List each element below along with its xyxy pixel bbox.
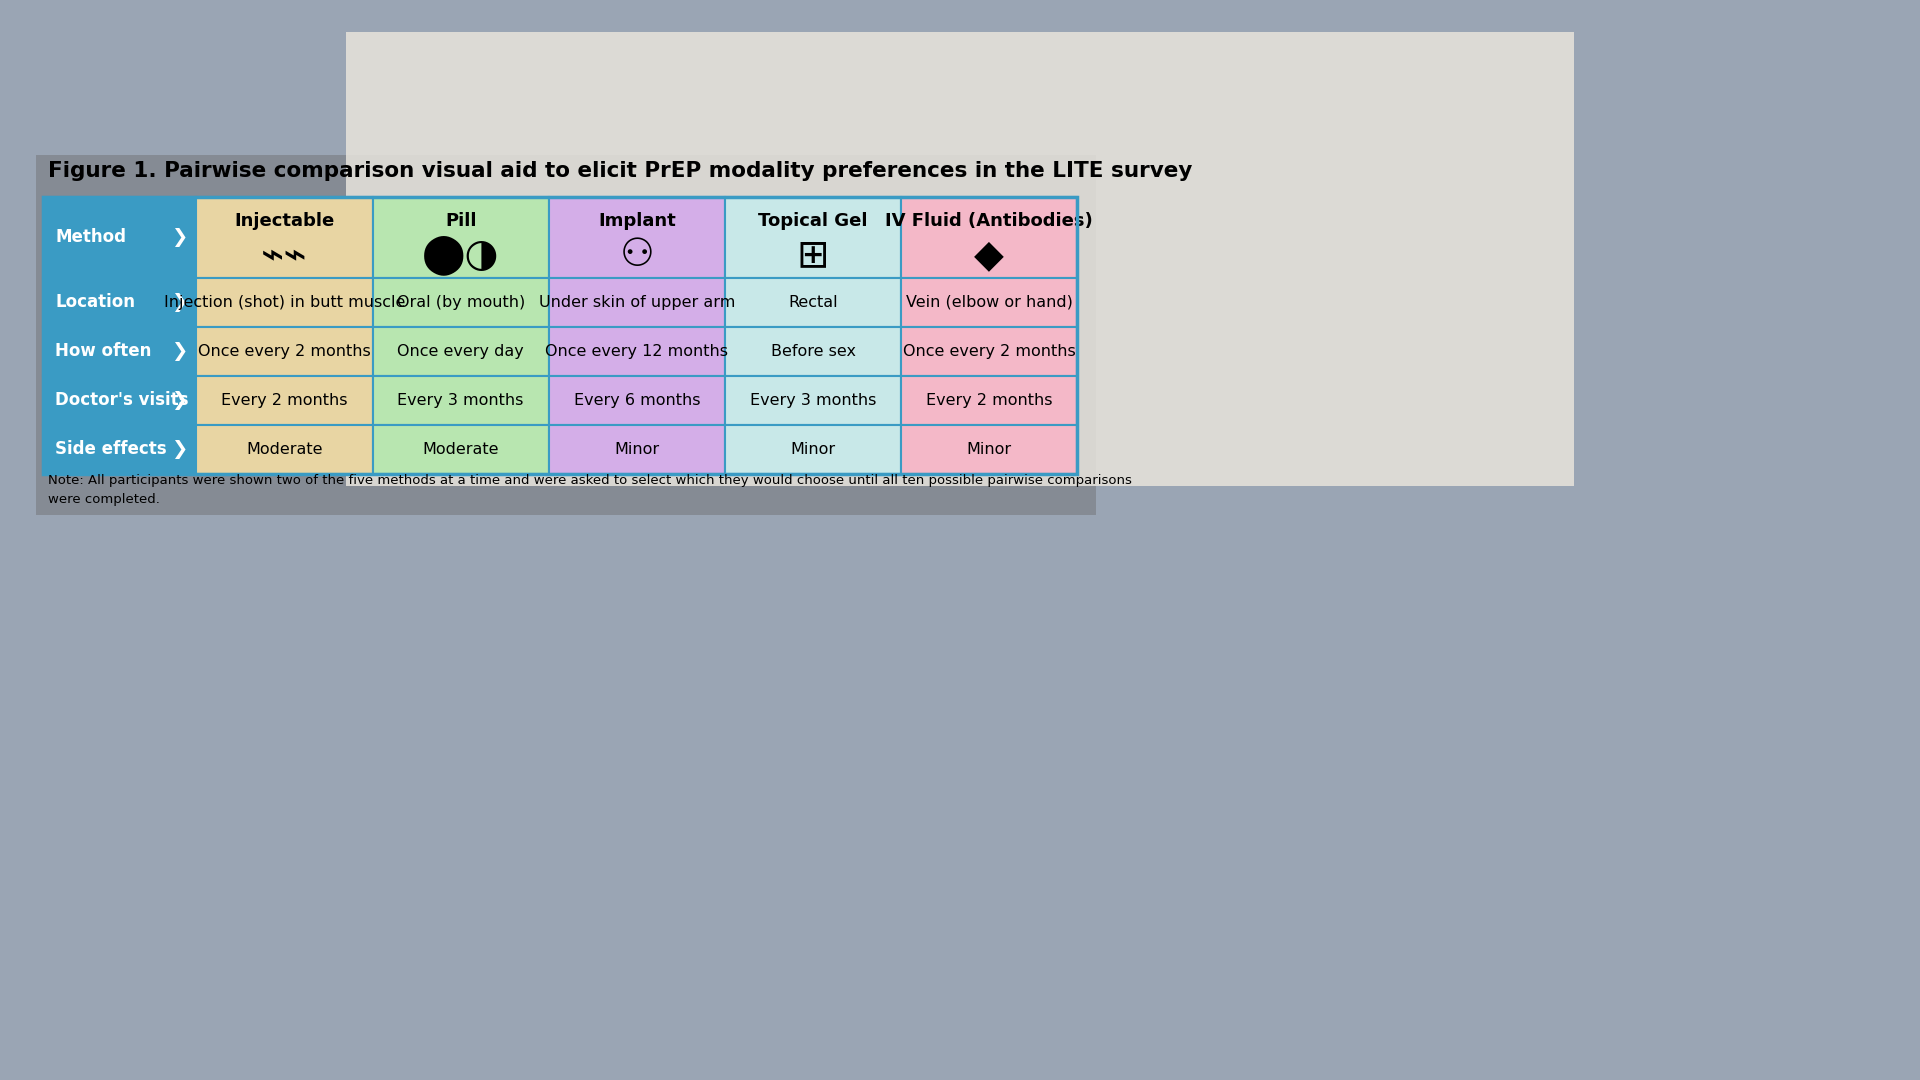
Bar (726, 327, 900, 376)
Text: Minor: Minor (614, 442, 659, 457)
Bar (372, 278, 549, 327)
Bar (372, 376, 549, 424)
Bar (900, 278, 1077, 327)
Text: ❯: ❯ (171, 228, 188, 246)
Text: Location: Location (56, 294, 136, 311)
Text: Implant: Implant (597, 212, 676, 230)
Text: Pill: Pill (445, 212, 476, 230)
Text: Once every day: Once every day (397, 343, 524, 359)
Bar (726, 376, 900, 424)
Bar (900, 327, 1077, 376)
Text: IV Fluid (Antibodies): IV Fluid (Antibodies) (885, 212, 1092, 230)
Bar (42, 197, 196, 278)
Text: Side effects: Side effects (56, 441, 167, 459)
Text: Moderate: Moderate (422, 442, 499, 457)
Text: Once every 2 months: Once every 2 months (902, 343, 1075, 359)
Bar (726, 197, 900, 278)
Text: Injectable: Injectable (234, 212, 334, 230)
Bar (549, 327, 726, 376)
Bar (42, 197, 1077, 474)
Bar (549, 424, 726, 474)
Bar (726, 424, 900, 474)
Text: Every 3 months: Every 3 months (751, 393, 876, 408)
Text: Under skin of upper arm: Under skin of upper arm (540, 295, 735, 310)
Bar (196, 197, 372, 278)
Text: Every 6 months: Every 6 months (574, 393, 701, 408)
Text: Method: Method (56, 228, 127, 246)
Text: ❯: ❯ (171, 342, 188, 361)
Bar (196, 376, 372, 424)
Bar (196, 424, 372, 474)
Text: Note: All participants were shown two of the five methods at a time and were ask: Note: All participants were shown two of… (48, 474, 1133, 507)
Text: ⌁⌁: ⌁⌁ (261, 237, 307, 274)
Bar (196, 327, 372, 376)
Bar (42, 424, 196, 474)
Text: Every 2 months: Every 2 months (925, 393, 1052, 408)
Bar (372, 197, 549, 278)
Text: ⚇: ⚇ (620, 237, 655, 274)
Text: Rectal: Rectal (789, 295, 837, 310)
Text: ⊞: ⊞ (797, 237, 829, 274)
Text: ⬤◑: ⬤◑ (422, 235, 499, 275)
Text: Every 3 months: Every 3 months (397, 393, 524, 408)
Bar (549, 376, 726, 424)
Text: Moderate: Moderate (246, 442, 323, 457)
Text: Minor: Minor (791, 442, 835, 457)
Text: Injection (shot) in butt muscle: Injection (shot) in butt muscle (163, 295, 405, 310)
Text: Figure 1. Pairwise comparison visual aid to elicit PrEP modality preferences in : Figure 1. Pairwise comparison visual aid… (48, 161, 1192, 181)
Text: Every 2 months: Every 2 months (221, 393, 348, 408)
Bar (372, 424, 549, 474)
Text: Oral (by mouth): Oral (by mouth) (397, 295, 524, 310)
Text: Topical Gel: Topical Gel (758, 212, 868, 230)
Text: Once every 12 months: Once every 12 months (545, 343, 728, 359)
Text: Once every 2 months: Once every 2 months (198, 343, 371, 359)
Text: Before sex: Before sex (770, 343, 856, 359)
Bar (900, 424, 1077, 474)
Bar (42, 278, 196, 327)
Text: Minor: Minor (966, 442, 1012, 457)
Bar (726, 278, 900, 327)
Text: Doctor's visits: Doctor's visits (56, 391, 188, 409)
Bar (346, 32, 1574, 486)
Bar (900, 376, 1077, 424)
Bar (42, 327, 196, 376)
Bar (549, 197, 726, 278)
Bar (36, 156, 1096, 515)
Bar (900, 197, 1077, 278)
Text: ❯: ❯ (171, 293, 188, 312)
Bar (372, 327, 549, 376)
Bar (549, 278, 726, 327)
Bar (196, 278, 372, 327)
Text: ❯: ❯ (171, 391, 188, 410)
Bar (42, 376, 196, 424)
Text: How often: How often (56, 342, 152, 361)
Text: Vein (elbow or hand): Vein (elbow or hand) (906, 295, 1073, 310)
Text: ◆: ◆ (973, 237, 1004, 274)
Text: ❯: ❯ (171, 440, 188, 459)
